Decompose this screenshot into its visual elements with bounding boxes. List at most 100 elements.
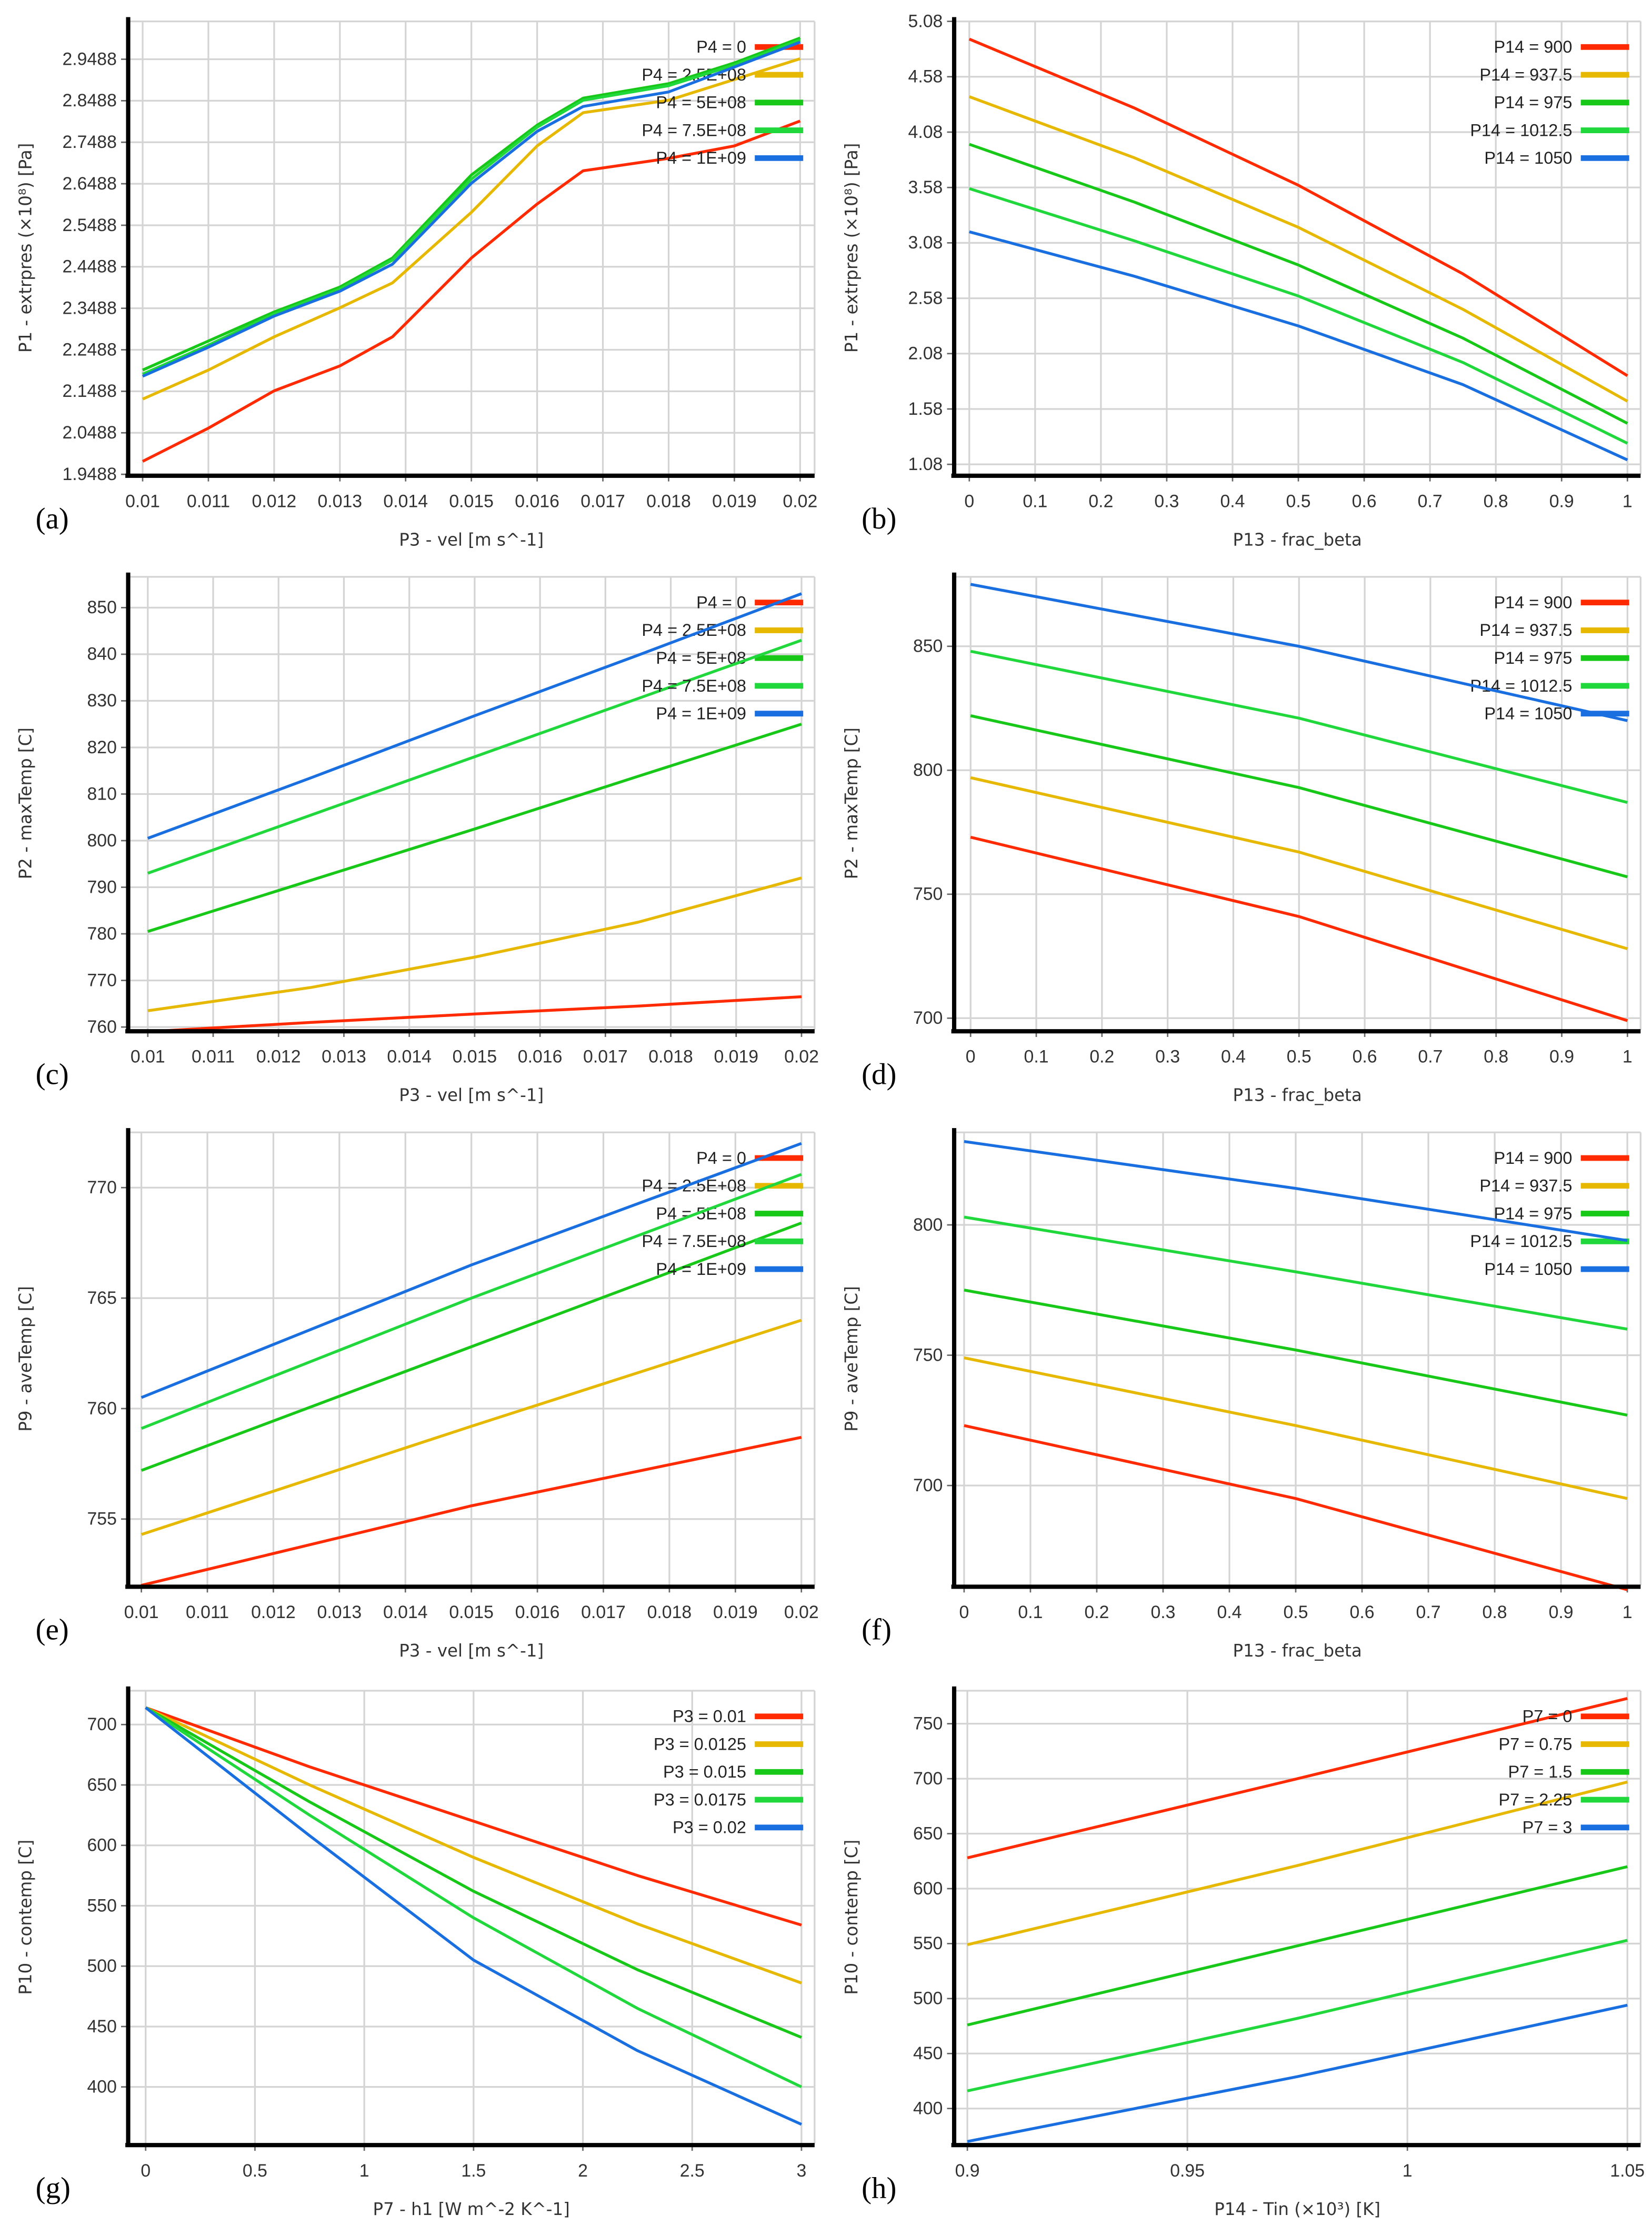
- legend-label: P3 = 0.015: [663, 1762, 746, 1781]
- legend-label: P14 = 1050: [1484, 148, 1572, 167]
- x-tick-label: 0.3: [1150, 1602, 1175, 1622]
- legend-label: P14 = 975: [1494, 648, 1572, 667]
- y-tick-label: 2.2488: [62, 340, 116, 360]
- x-tick-label: 0: [964, 491, 974, 511]
- x-axis-label: P3 - vel [m s^-1]: [399, 1641, 544, 1661]
- x-tick-label: 0.5: [1284, 1602, 1308, 1622]
- x-tick-label: 0.015: [453, 1047, 497, 1067]
- y-tick-label: 2.58: [908, 288, 943, 308]
- y-tick-label: 600: [913, 1879, 943, 1899]
- x-tick-label: 0.012: [252, 491, 297, 511]
- y-tick-label: 750: [913, 884, 943, 904]
- legend-label: P4 = 7.5E+08: [642, 1232, 746, 1251]
- y-tick-label: 2.3488: [62, 298, 116, 318]
- y-tick-label: 750: [913, 1714, 943, 1734]
- x-tick-label: 0.013: [318, 491, 363, 511]
- x-tick-label: 0.02: [784, 1602, 819, 1622]
- x-tick-label: 0.9: [955, 2161, 980, 2181]
- y-tick-label: 4.08: [908, 122, 943, 142]
- x-tick-label: 0.016: [515, 1602, 560, 1622]
- x-tick-label: 0.1: [1024, 1047, 1049, 1067]
- x-tick-label: 0.012: [251, 1602, 296, 1622]
- legend-label: P7 = 2.25: [1499, 1790, 1573, 1809]
- y-tick-label: 1.9488: [62, 464, 116, 484]
- y-tick-label: 700: [87, 1714, 116, 1734]
- x-tick-label: 0.5: [243, 2161, 267, 2181]
- y-tick-label: 550: [913, 1933, 943, 1953]
- y-tick-label: 700: [913, 1769, 943, 1789]
- x-tick-label: 1.5: [461, 2161, 486, 2181]
- x-axis-label: P13 - frac_beta: [1233, 530, 1362, 550]
- x-tick-label: 0.014: [383, 491, 428, 511]
- y-tick-label: 850: [87, 597, 116, 617]
- y-tick-label: 770: [87, 970, 116, 990]
- legend-label: P3 = 0.0125: [654, 1734, 746, 1753]
- legend-label: P4 = 1E+09: [656, 1260, 746, 1279]
- y-tick-label: 800: [87, 831, 116, 851]
- y-tick-label: 550: [87, 1895, 116, 1915]
- x-tick-label: 0.013: [322, 1047, 366, 1067]
- y-axis-label: P1 - extrpres (×10⁸) [Pa]: [842, 143, 862, 353]
- x-tick-label: 0.2: [1084, 1602, 1109, 1622]
- y-axis-label: P2 - maxTemp [C]: [842, 727, 862, 879]
- y-tick-label: 450: [87, 2017, 116, 2037]
- y-tick-label: 650: [913, 1823, 943, 1843]
- x-axis-label: P14 - Tin (×10³) [K]: [1214, 2199, 1380, 2219]
- panel-label: (h): [862, 2171, 896, 2207]
- legend-label: P7 = 3: [1523, 1818, 1573, 1837]
- x-tick-label: 0.6: [1352, 491, 1377, 511]
- x-tick-label: 0.7: [1418, 491, 1443, 511]
- x-tick-label: 0.018: [646, 491, 691, 511]
- x-tick-label: 0.01: [125, 491, 160, 511]
- legend-label: P4 = 5E+08: [656, 93, 746, 112]
- y-tick-label: 450: [913, 2043, 943, 2063]
- x-tick-label: 0.017: [583, 1047, 628, 1067]
- legend-label: P14 = 1012.5: [1470, 1232, 1572, 1251]
- y-tick-label: 830: [87, 691, 116, 711]
- panel-label: (e): [36, 1612, 69, 1648]
- y-tick-label: 500: [913, 1989, 943, 2009]
- legend-label: P14 = 937.5: [1479, 621, 1572, 640]
- x-tick-label: 0.017: [581, 1602, 626, 1622]
- x-axis-label: P7 - h1 [W m^-2 K^-1]: [373, 2199, 570, 2219]
- x-tick-label: 0.5: [1286, 491, 1311, 511]
- x-tick-label: 0.4: [1220, 491, 1245, 511]
- x-tick-label: 0.015: [449, 1602, 494, 1622]
- y-tick-label: 790: [87, 877, 116, 897]
- y-tick-label: 2.9488: [62, 49, 116, 69]
- y-axis-label: P9 - aveTemp [C]: [842, 1286, 862, 1432]
- legend-label: P3 = 0.02: [673, 1818, 746, 1837]
- y-tick-label: 2.6488: [62, 174, 116, 194]
- y-tick-label: 765: [87, 1288, 116, 1308]
- y-tick-label: 1.08: [908, 454, 943, 474]
- legend-label: P4 = 7.5E+08: [642, 121, 746, 139]
- y-tick-label: 780: [87, 924, 116, 944]
- y-tick-label: 3.58: [908, 177, 943, 197]
- x-tick-label: 0.8: [1484, 491, 1508, 511]
- x-tick-label: 0.014: [387, 1047, 432, 1067]
- y-tick-label: 700: [913, 1475, 943, 1495]
- y-tick-label: 2.0488: [62, 423, 116, 443]
- legend-label: P14 = 975: [1494, 93, 1572, 112]
- x-tick-label: 0.015: [449, 491, 494, 511]
- x-tick-label: 0.1: [1018, 1602, 1043, 1622]
- legend-label: P4 = 1E+09: [656, 704, 746, 723]
- x-tick-label: 0.016: [515, 491, 559, 511]
- y-tick-label: 2.7488: [62, 132, 116, 152]
- x-tick-label: 0: [959, 1602, 969, 1622]
- panel-label: (f): [862, 1612, 892, 1648]
- y-tick-label: 810: [87, 784, 116, 804]
- y-tick-label: 600: [87, 1835, 116, 1855]
